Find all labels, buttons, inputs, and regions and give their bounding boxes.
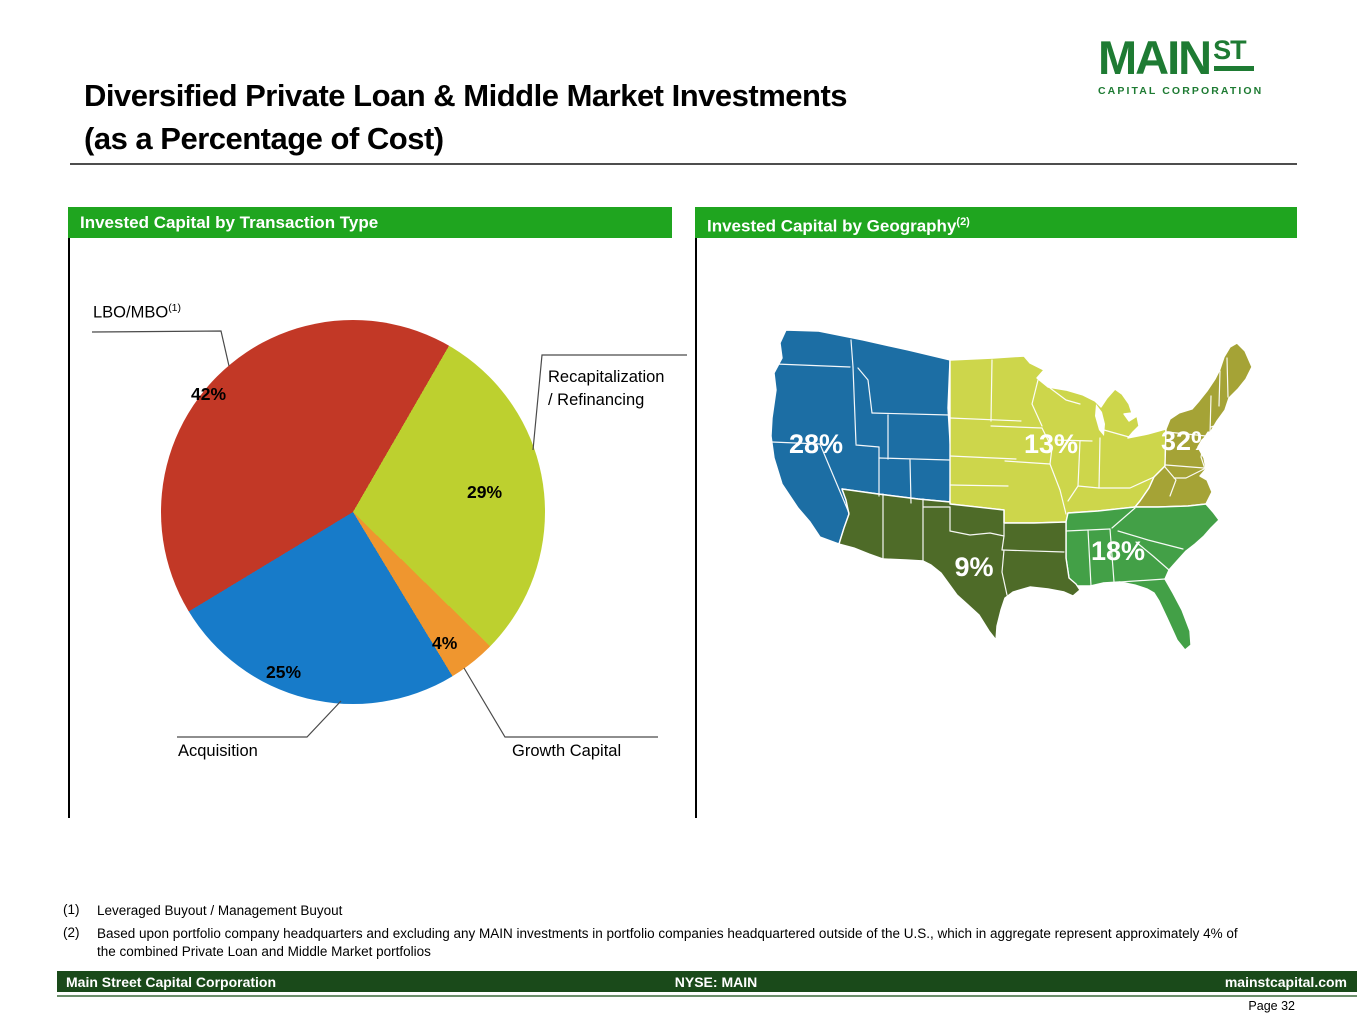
map-value-midwest: 13% bbox=[1024, 429, 1078, 459]
title-divider bbox=[70, 163, 1297, 165]
page-title-line1: Diversified Private Loan & Middle Market… bbox=[84, 78, 848, 113]
map-region-northeast bbox=[1134, 342, 1253, 508]
page-title-line2: (as a Percentage of Cost) bbox=[84, 121, 444, 156]
logo-subtitle: CAPITAL CORPORATION bbox=[1098, 85, 1264, 97]
pie-label-lbo-footref: (1) bbox=[168, 302, 182, 314]
leader-acquisition bbox=[177, 700, 342, 738]
map-region-southwest bbox=[838, 488, 1081, 641]
footnote-2-number: (2) bbox=[63, 925, 80, 940]
right-panel-header: Invested Capital by Geography(2) bbox=[695, 207, 1297, 238]
map-value-southeast: 18% bbox=[1091, 536, 1145, 566]
left-panel-header: Invested Capital by Transaction Type bbox=[68, 207, 672, 238]
right-panel-border bbox=[695, 238, 697, 818]
pie-label-recap: Recapitalization / Refinancing bbox=[548, 368, 665, 409]
pie-label-acquisition: Acquisition bbox=[178, 742, 258, 760]
page-number: Page 32 bbox=[1248, 999, 1295, 1013]
map-region-southeast bbox=[1065, 503, 1220, 651]
left-panel-title: Invested Capital by Transaction Type bbox=[80, 213, 379, 232]
mainst-logo: MAIN ST CAPITAL CORPORATION bbox=[1098, 31, 1298, 98]
transaction-type-pie-chart bbox=[161, 320, 545, 704]
logo-st: ST bbox=[1213, 34, 1255, 71]
left-panel-border bbox=[68, 238, 70, 818]
footer-bar: Main Street Capital Corporation NYSE: MA… bbox=[57, 971, 1357, 992]
map-value-southwest: 9% bbox=[954, 552, 993, 582]
logo-wordmark: MAIN bbox=[1098, 31, 1212, 84]
right-panel-title-footref: (2) bbox=[956, 216, 970, 228]
footnote-2-text: Based upon portfolio company headquarter… bbox=[97, 926, 1238, 959]
leader-growth bbox=[463, 667, 658, 738]
footnote-1-number: (1) bbox=[63, 902, 80, 917]
logo-st-underline bbox=[1214, 66, 1255, 71]
right-panel-title: Invested Capital by Geography bbox=[707, 216, 957, 236]
page-title: Diversified Private Loan & Middle Market… bbox=[84, 74, 848, 160]
pie-value-growth: 4% bbox=[432, 633, 458, 653]
footnote-1-text: Leveraged Buyout / Management Buyout bbox=[97, 903, 343, 918]
pie-label-lbo: LBO/MBO(1) bbox=[93, 302, 182, 322]
state-borders bbox=[771, 339, 1229, 596]
geography-us-map: 28% 13% 32% 9% 18% bbox=[770, 329, 1253, 651]
footer-company: Main Street Capital Corporation bbox=[66, 973, 277, 990]
map-value-west: 28% bbox=[789, 429, 843, 459]
pie-value-lbo: 42% bbox=[191, 384, 227, 404]
pie-label-growth: Growth Capital bbox=[512, 742, 622, 760]
leader-lbo bbox=[91, 330, 230, 367]
pie-value-acquisition: 25% bbox=[266, 662, 302, 682]
pie-value-recap: 29% bbox=[467, 482, 503, 502]
footer-ticker: NYSE: MAIN bbox=[674, 973, 758, 990]
footer-divider bbox=[57, 995, 1357, 997]
lake-michigan bbox=[1095, 404, 1105, 436]
footer-website: mainstcapital.com bbox=[1224, 973, 1347, 990]
map-value-northeast: 32% bbox=[1161, 426, 1215, 456]
